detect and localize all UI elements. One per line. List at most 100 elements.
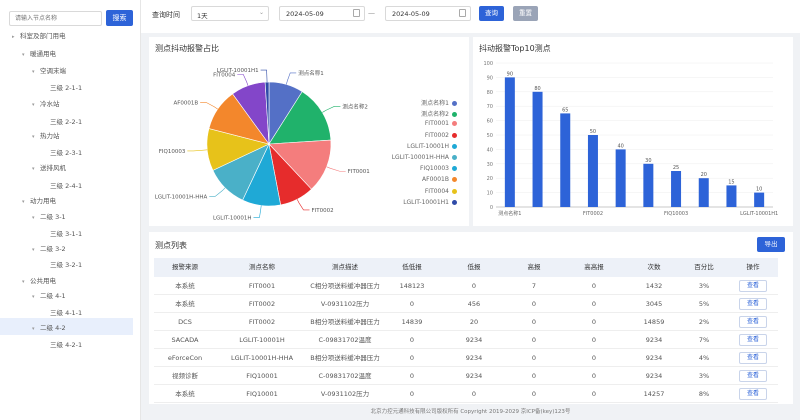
table-cell: V-0931102压力: [320, 300, 370, 308]
legend-item[interactable]: FIT0002: [425, 132, 457, 139]
table-cell: 0: [409, 390, 415, 398]
view-button[interactable]: 查看: [739, 352, 767, 364]
legend-label: LGLIT-10001H-HHA: [391, 154, 449, 161]
tree-node[interactable]: ▾ 二级 4-1: [32, 291, 66, 302]
tree-node[interactable]: ▾ 二级 3-2: [32, 244, 66, 255]
pie-label-line: [200, 102, 218, 110]
view-button[interactable]: 查看: [739, 298, 767, 310]
tree-node[interactable]: 三级 4-1-1: [42, 308, 82, 319]
legend-item[interactable]: FIT0004: [425, 188, 457, 195]
tree-node[interactable]: ▾ 暖通用电: [22, 49, 56, 60]
legend-item[interactable]: LGLIT-10001H: [407, 143, 457, 150]
table-cell: eForceCon: [167, 354, 203, 362]
bar: [587, 135, 598, 207]
reset-button[interactable]: 重置: [513, 6, 538, 21]
table-cell: 9234: [465, 336, 483, 344]
table-cell: 3045: [645, 300, 663, 308]
tree-node-label: 三级 4-2-1: [50, 341, 83, 349]
legend-dot: [452, 112, 457, 118]
bar: [643, 163, 654, 207]
table-cell: 本系统: [175, 390, 195, 398]
y-tick-label: 80: [487, 90, 493, 96]
table-cell: 0: [531, 390, 537, 398]
y-tick-label: 50: [487, 133, 493, 139]
legend-item[interactable]: LGLIT-10001H1: [403, 199, 457, 206]
end-date-field[interactable]: 2024-05-09: [385, 6, 471, 21]
view-button[interactable]: 查看: [739, 316, 767, 328]
tree-node[interactable]: ▾ 冷水站: [32, 99, 60, 110]
tree-node[interactable]: ▾ 动力用电: [22, 196, 56, 207]
table-cell: 0: [591, 336, 597, 344]
tree-node[interactable]: ▾ 空调末端: [32, 66, 66, 77]
tree-node[interactable]: 三级 2-4-1: [42, 181, 82, 192]
pie-label-line: [326, 166, 346, 172]
node-search-input[interactable]: [9, 11, 102, 26]
tree-node[interactable]: 三级 2-2-1: [42, 117, 82, 128]
tree-node[interactable]: 三级 2-1-1: [42, 83, 82, 94]
view-button[interactable]: 查看: [739, 334, 767, 346]
legend-label: FIT0002: [424, 131, 449, 139]
tree-node-label: 二级 4-2: [40, 324, 66, 332]
tree-node-label: 空调末端: [40, 67, 66, 75]
legend-item[interactable]: FIT0001: [425, 120, 457, 127]
legend-item[interactable]: LGLIT-10001H-HHA: [392, 154, 457, 161]
y-tick-label: 30: [487, 162, 493, 168]
pie-slice: [268, 139, 332, 190]
table-cell: 456: [467, 300, 481, 308]
tree-node[interactable]: 三级 3-2-1: [42, 260, 82, 271]
table-cell: 7%: [698, 336, 710, 344]
query-button[interactable]: 查询: [479, 6, 504, 21]
tree-node[interactable]: ▸ 科室及部门用电: [12, 31, 66, 42]
bar: [754, 192, 765, 207]
table-cell: 1432: [645, 282, 663, 290]
bar: [671, 171, 682, 207]
legend-label: FIQ10003: [419, 165, 449, 173]
legend-item[interactable]: 测点名称1: [421, 98, 457, 107]
table-cell: 0: [591, 390, 597, 398]
pie-panel-title: 测点抖动报警占比: [155, 44, 219, 53]
table-cell: FIQ10001: [246, 372, 278, 380]
view-button[interactable]: 查看: [739, 280, 767, 292]
tree-node[interactable]: ▾ 送排风机: [32, 163, 66, 174]
legend-item[interactable]: FIQ10003: [420, 165, 457, 172]
legend-label: FIT0001: [424, 120, 449, 128]
tree-node[interactable]: 三级 4-2-1: [42, 340, 82, 351]
bar: [560, 113, 571, 207]
legend-dot: [452, 177, 457, 183]
tree-node[interactable]: ▾ 二级 3-1: [32, 212, 66, 223]
tree-node[interactable]: ▾ 公共用电: [22, 276, 56, 287]
pie-slice-label: FIT0002: [312, 208, 334, 214]
column-header: 低报: [467, 263, 481, 271]
table-cell: 9234: [465, 354, 483, 362]
table-row: 视频诊断 FIQ10001 C-09831702温度 0 9234 0 0 9234 3% 查看: [154, 367, 778, 385]
tree-node-label: 公共用电: [30, 277, 56, 285]
bar-value-label: 40: [617, 143, 623, 149]
legend-label: 测点名称1: [421, 100, 449, 107]
table-cell: 0: [531, 300, 537, 308]
table-header: 报警来源 测点名称 测点描述 低低报 低报 高报 高高报 次数 百分比 操作: [154, 258, 778, 277]
date-separator: —: [368, 9, 375, 17]
table-cell: 本系统: [175, 282, 195, 290]
node-search-button[interactable]: 搜索: [106, 10, 133, 26]
table-cell: 5%: [698, 300, 710, 308]
table-cell: 14839: [401, 318, 423, 326]
tree-node[interactable]: 三级 2-3-1: [42, 148, 82, 159]
legend-item[interactable]: 测点名称2: [421, 109, 457, 118]
legend-item[interactable]: AF0001B: [422, 176, 457, 183]
view-button[interactable]: 查看: [739, 388, 767, 400]
tree-node[interactable]: ▾ 热力站: [32, 131, 60, 142]
legend-dot: [452, 188, 457, 194]
start-date-field[interactable]: 2024-05-09: [279, 6, 365, 21]
table-cell: FIT0002: [248, 300, 276, 308]
tree-node[interactable]: 三级 3-1-1: [42, 229, 82, 240]
pie-label-line: [260, 69, 268, 83]
period-select[interactable]: 1天 ⌄: [191, 6, 269, 21]
table-cell: 4%: [698, 354, 710, 362]
y-tick-label: 60: [487, 119, 493, 125]
pie-slice-label: 测点名称2: [342, 102, 368, 110]
bar: [615, 149, 626, 207]
tree-node[interactable]: ▾ 二级 4-2: [32, 323, 66, 334]
table-cell: 0: [531, 372, 537, 380]
view-button[interactable]: 查看: [739, 370, 767, 382]
export-button[interactable]: 导出: [757, 237, 785, 252]
